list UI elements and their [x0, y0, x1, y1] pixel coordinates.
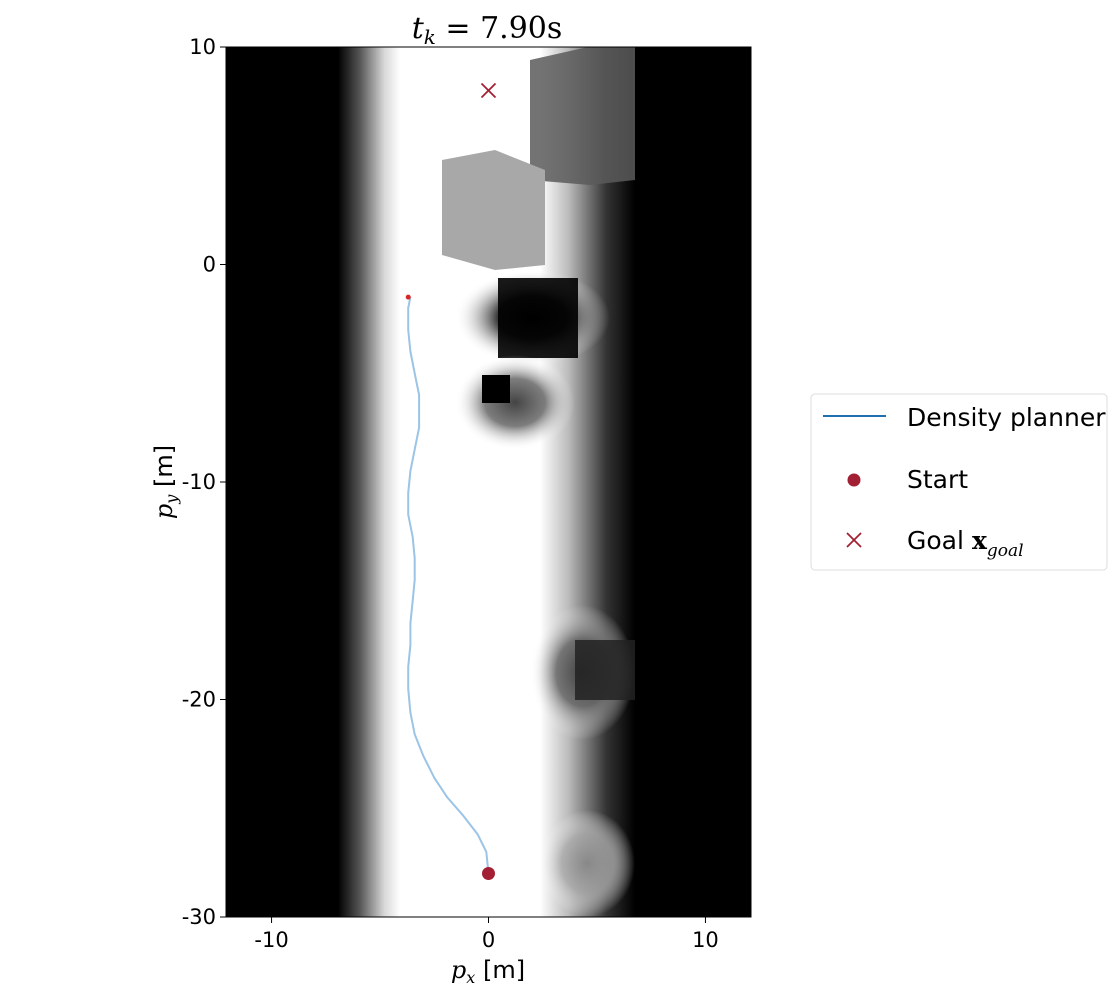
legend-goal-x-icon [846, 532, 862, 548]
goal-marker [480, 82, 497, 99]
legend-label-density-planner: Density planner [907, 403, 1106, 432]
legend-start-circle-icon [847, 473, 861, 487]
x-tick-label: 10 [692, 928, 719, 952]
y-tick-label: 0 [203, 253, 216, 277]
start-marker [482, 867, 495, 880]
y-tick-label: -10 [182, 470, 216, 494]
legend-label-goal: Goal xgoal [907, 526, 1024, 561]
marker-layer [405, 82, 497, 880]
legend-label-start: Start [907, 465, 968, 494]
y-tick-label: -20 [182, 688, 216, 712]
x-tick-label: -10 [254, 928, 288, 952]
x-axis-ticks: -10 0 10 [254, 917, 719, 952]
series-line-density-planner [407, 296, 490, 874]
x-tick-label: 0 [482, 928, 495, 952]
density-map-background [226, 47, 751, 917]
legend: Density planner Start Goal xgoal [810, 393, 1108, 571]
legend-box [810, 393, 1108, 571]
current-position-marker [405, 294, 411, 300]
y-tick-label: 10 [189, 35, 216, 59]
y-tick-label: -30 [182, 905, 216, 929]
chart-title: tk = 7.90s [412, 11, 563, 49]
y-axis-ticks: 10 0 -10 -20 -30 [182, 35, 226, 929]
x-axis-label: px [m] [451, 956, 525, 987]
series-layer [407, 296, 490, 874]
y-axis-label: py [m] [150, 445, 181, 519]
